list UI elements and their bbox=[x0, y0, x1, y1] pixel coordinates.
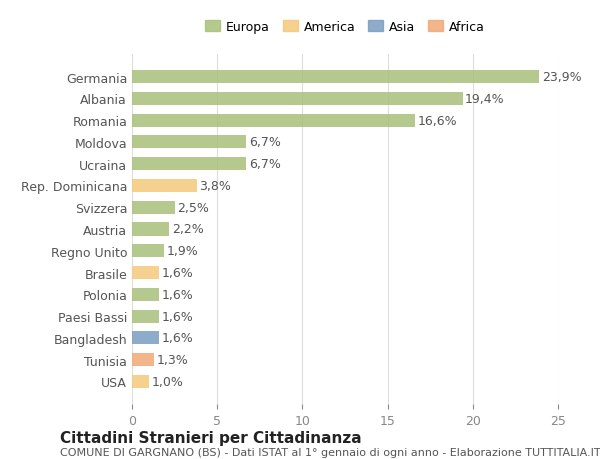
Bar bbox=[132, 136, 246, 149]
Text: 1,6%: 1,6% bbox=[162, 331, 194, 345]
Text: COMUNE DI GARGNANO (BS) - Dati ISTAT al 1° gennaio di ogni anno - Elaborazione T: COMUNE DI GARGNANO (BS) - Dati ISTAT al … bbox=[60, 447, 600, 457]
Text: 2,5%: 2,5% bbox=[177, 202, 209, 214]
Text: 19,4%: 19,4% bbox=[465, 93, 505, 106]
Text: 1,9%: 1,9% bbox=[167, 245, 199, 257]
Bar bbox=[132, 375, 149, 388]
Text: 16,6%: 16,6% bbox=[418, 114, 457, 128]
Text: 1,6%: 1,6% bbox=[162, 310, 194, 323]
Bar bbox=[132, 353, 154, 366]
Text: Cittadini Stranieri per Cittadinanza: Cittadini Stranieri per Cittadinanza bbox=[60, 430, 362, 445]
Bar bbox=[132, 71, 539, 84]
Text: 1,3%: 1,3% bbox=[157, 353, 188, 366]
Bar bbox=[132, 331, 159, 345]
Text: 1,0%: 1,0% bbox=[152, 375, 184, 388]
Bar bbox=[132, 114, 415, 128]
Legend: Europa, America, Asia, Africa: Europa, America, Asia, Africa bbox=[200, 16, 490, 39]
Bar bbox=[132, 288, 159, 301]
Bar bbox=[132, 201, 175, 214]
Bar bbox=[132, 179, 197, 193]
Text: 6,7%: 6,7% bbox=[249, 136, 281, 149]
Bar bbox=[132, 93, 463, 106]
Bar bbox=[132, 158, 246, 171]
Text: 3,8%: 3,8% bbox=[199, 179, 231, 192]
Text: 6,7%: 6,7% bbox=[249, 158, 281, 171]
Bar bbox=[132, 266, 159, 280]
Text: 23,9%: 23,9% bbox=[542, 71, 581, 84]
Bar bbox=[132, 245, 164, 258]
Bar bbox=[132, 310, 159, 323]
Bar bbox=[132, 223, 169, 236]
Text: 1,6%: 1,6% bbox=[162, 267, 194, 280]
Text: 1,6%: 1,6% bbox=[162, 288, 194, 301]
Text: 2,2%: 2,2% bbox=[172, 223, 204, 236]
